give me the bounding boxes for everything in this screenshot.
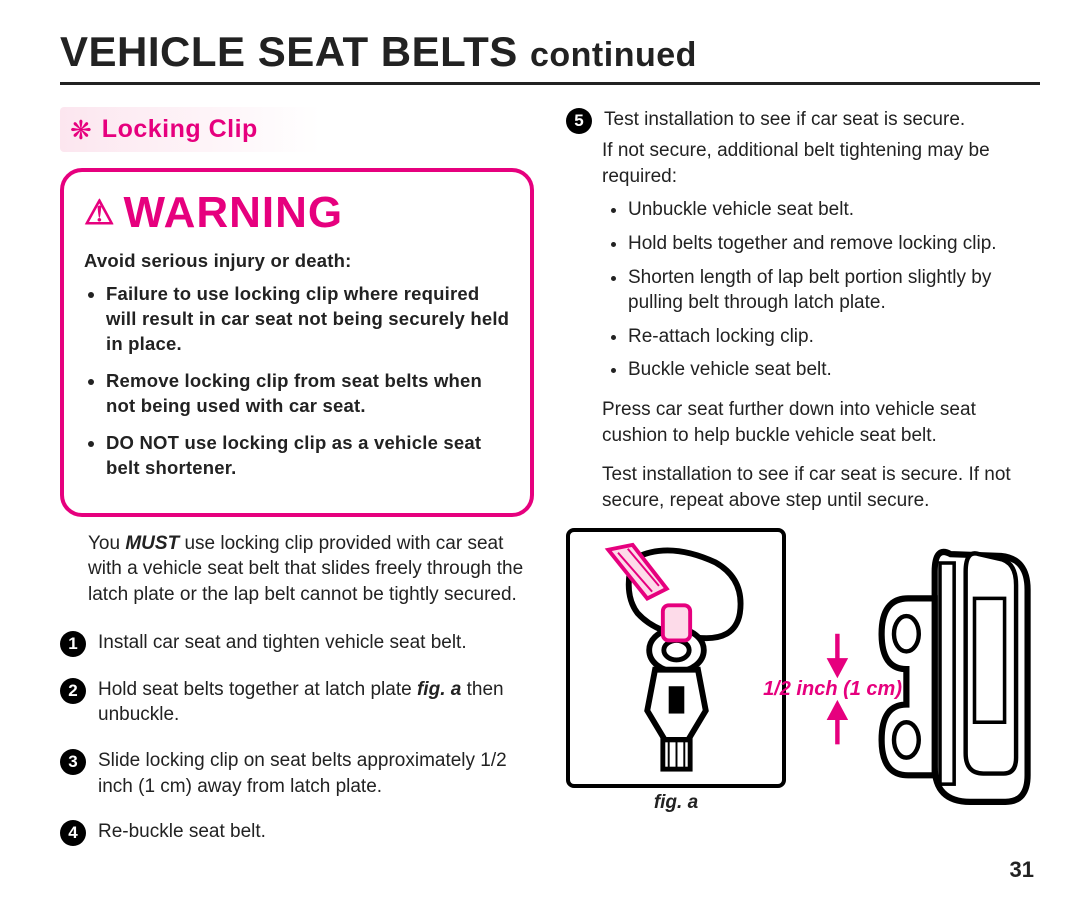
step-3: 3 Slide locking clip on seat belts appro… [60, 748, 534, 799]
step-text: Slide locking clip on seat belts approxi… [98, 748, 528, 799]
figures: fig. a [566, 528, 1040, 828]
warning-box: ⚠ WARNING Avoid serious injury or death:… [60, 168, 534, 517]
intro-paragraph: You MUST use locking clip provided with … [88, 531, 526, 608]
step-number: 5 [566, 108, 592, 134]
step-number: 3 [60, 749, 86, 775]
warning-subtitle: Avoid serious injury or death: [84, 250, 510, 272]
step-4: 4 Re-buckle seat belt. [60, 819, 534, 846]
figure-a-box [566, 528, 786, 788]
step-5: 5 Test installation to see if car seat i… [566, 107, 1040, 134]
step-number: 1 [60, 631, 86, 657]
figure-right: 1/2 inch (1 cm) [802, 528, 1040, 828]
title-main: VEHICLE SEAT BELTS [60, 28, 530, 75]
content-columns: ❋ Locking Clip ⚠ WARNING Avoid serious i… [60, 107, 1040, 866]
fig-ref: fig. a [417, 679, 461, 700]
step5-line2: If not secure, additional belt tightenin… [602, 138, 1040, 189]
warning-word: WARNING [123, 188, 343, 238]
figure-a-illustration [579, 542, 774, 772]
bullet-item: Shorten length of lap belt portion sligh… [628, 265, 1040, 316]
intro-must: MUST [125, 533, 179, 554]
flower-icon: ❋ [70, 117, 92, 143]
step-number: 4 [60, 820, 86, 846]
warning-item: Remove locking clip from seat belts when… [106, 369, 510, 419]
step5-after1: Press car seat further down into vehicle… [602, 397, 1040, 448]
step5-bullets: Unbuckle vehicle seat belt. Hold belts t… [566, 197, 1040, 383]
title-continued: continued [530, 36, 697, 74]
step-text: Install car seat and tighten vehicle sea… [98, 630, 528, 657]
left-column: ❋ Locking Clip ⚠ WARNING Avoid serious i… [60, 107, 534, 866]
step5-after2: Test installation to see if car seat is … [602, 462, 1040, 513]
step-1: 1 Install car seat and tighten vehicle s… [60, 630, 534, 657]
bullet-item: Hold belts together and remove locking c… [628, 231, 1040, 257]
step-2: 2 Hold seat belts together at latch plat… [60, 677, 534, 728]
page-number: 31 [1010, 857, 1034, 883]
step-text: Test installation to see if car seat is … [604, 107, 1034, 134]
warning-item: Failure to use locking clip where requir… [106, 282, 510, 357]
intro-pre: You [88, 533, 125, 554]
step-text: Re-buckle seat belt. [98, 819, 528, 846]
step-number: 2 [60, 678, 86, 704]
step5-lead: Test installation to see if car seat is … [604, 109, 965, 130]
bullet-item: Re-attach locking clip. [628, 324, 1040, 350]
section-header: ❋ Locking Clip [60, 107, 534, 152]
warning-item: DO NOT use locking clip as a vehicle sea… [106, 431, 510, 481]
bullet-item: Buckle vehicle seat belt. [628, 357, 1040, 383]
step-text-part: Hold seat belts together at latch plate [98, 679, 417, 700]
warning-list: Failure to use locking clip where requir… [84, 282, 510, 481]
warning-icon: ⚠ [84, 193, 115, 233]
right-column: 5 Test installation to see if car seat i… [566, 107, 1040, 866]
page-title: VEHICLE SEAT BELTS continued [60, 28, 1040, 85]
figure-a-caption: fig. a [566, 792, 786, 814]
bullet-item: Unbuckle vehicle seat belt. [628, 197, 1040, 223]
dimension-label: 1/2 inch (1 cm) [732, 678, 902, 701]
warning-title: ⚠ WARNING [84, 188, 510, 238]
section-label: Locking Clip [102, 115, 258, 144]
step-text: Hold seat belts together at latch plate … [98, 677, 528, 728]
